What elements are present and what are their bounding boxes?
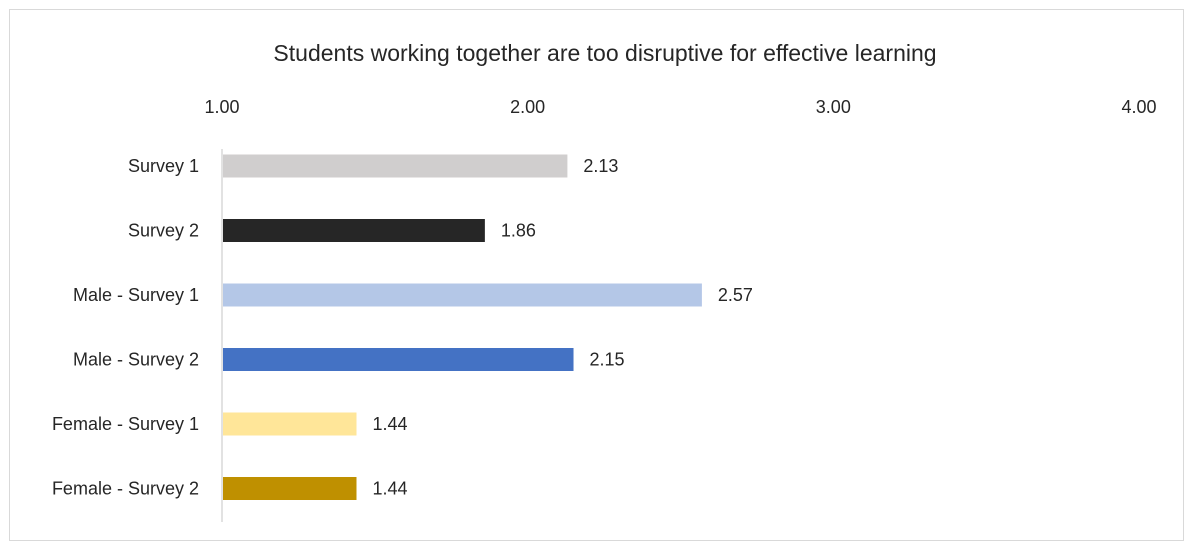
chart-frame — [9, 9, 1184, 541]
x-tick-label: 3.00 — [816, 97, 851, 117]
x-tick-label: 1.00 — [204, 97, 239, 117]
category-label: Male - Survey 1 — [73, 285, 199, 305]
bars — [223, 154, 702, 500]
bar — [223, 219, 485, 242]
x-tick-label: 4.00 — [1121, 97, 1156, 117]
bar — [223, 154, 568, 178]
data-label: 2.57 — [718, 285, 753, 305]
x-axis-ticks: 1.00 2.00 3.00 4.00 — [204, 97, 1156, 117]
category-label: Survey 2 — [128, 221, 199, 241]
bar — [223, 412, 357, 436]
data-label: 2.15 — [590, 350, 625, 370]
bar — [223, 283, 702, 307]
category-labels: Survey 1 Survey 2 Male - Survey 1 Male - Su… — [52, 156, 199, 499]
data-label: 2.13 — [583, 156, 618, 176]
data-label: 1.86 — [501, 221, 536, 241]
category-label: Female - Survey 1 — [52, 414, 199, 434]
bar — [223, 477, 357, 500]
category-label: Male - Survey 2 — [73, 350, 199, 370]
x-tick-label: 2.00 — [510, 97, 545, 117]
chart-title: Students working together are too disrup… — [273, 40, 937, 66]
data-label: 1.44 — [372, 479, 407, 499]
data-labels: 2.13 1.86 2.57 2.15 1.44 1.44 — [372, 156, 752, 499]
category-label: Survey 1 — [128, 156, 199, 176]
data-label: 1.44 — [372, 414, 407, 434]
bar — [223, 348, 574, 371]
category-label: Female - Survey 2 — [52, 479, 199, 499]
